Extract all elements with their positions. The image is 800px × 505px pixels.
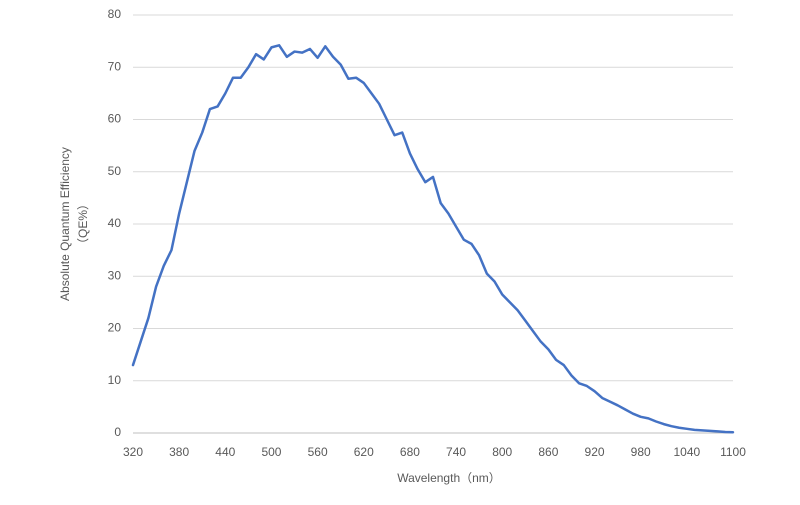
y-tick-label: 20 [108,321,122,335]
y-tick-label: 50 [108,164,122,178]
x-tick-label: 680 [400,445,420,459]
x-tick-label: 1040 [673,445,700,459]
y-tick-label: 80 [108,7,122,21]
x-tick-label: 740 [446,445,466,459]
x-axis-label: Wavelength（nm） [397,471,501,485]
x-tick-label: 1100 [720,445,746,459]
x-tick-label: 920 [585,445,605,459]
y-tick-label: 40 [108,216,122,230]
x-tick-label: 320 [123,445,143,459]
y-tick-label: 70 [108,59,122,73]
x-tick-label: 440 [215,445,235,459]
y-axis-label-line: （QE%） [76,198,90,250]
y-tick-label: 30 [108,268,122,282]
x-tick-label: 380 [169,445,189,459]
x-tick-label: 620 [354,445,374,459]
data-line [131,44,735,434]
y-tick-label: 0 [114,425,121,439]
x-tick-label: 860 [538,445,558,459]
y-axis-label: Absolute Quantum Efficiency （QE%） [58,147,90,301]
y-tick-label: 10 [108,373,122,387]
x-tick-label: 560 [308,445,328,459]
y-tick-label: 60 [108,112,122,126]
x-tick-label: 800 [492,445,512,459]
x-tick-label: 500 [261,445,281,459]
y-axis-label-line: Absolute Quantum Efficiency [58,147,72,301]
x-tick-label: 980 [631,445,651,459]
